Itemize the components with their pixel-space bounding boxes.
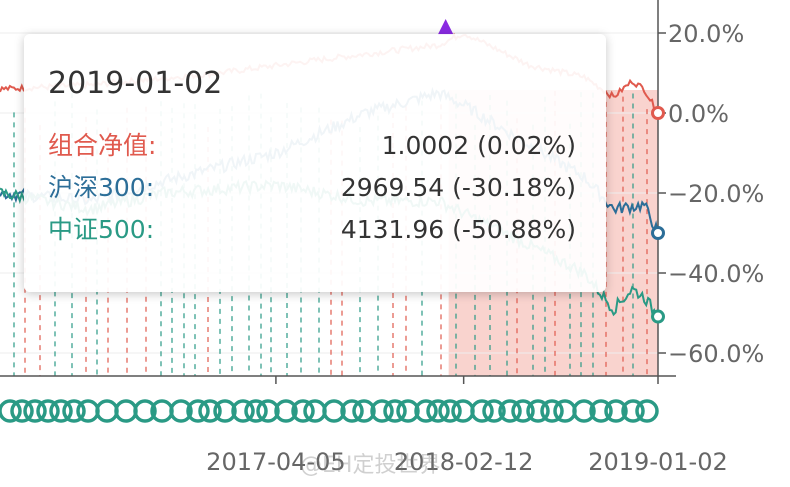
tooltip: 2019-01-02 组合净值: 1.0002 (0.02%) 沪深300: 2…	[24, 34, 606, 292]
x-tick-label: 2019-01-02	[588, 448, 727, 476]
trade-circle	[198, 399, 222, 423]
trade-circle	[414, 399, 438, 423]
trade-circle	[621, 399, 645, 423]
trade-circle	[114, 399, 138, 423]
tooltip-date: 2019-01-02	[48, 66, 223, 101]
end-point-marker-2	[651, 309, 665, 324]
trade-circle	[383, 399, 407, 423]
y-tick-label: −20.0%	[668, 180, 764, 208]
trade-circle	[274, 399, 298, 423]
trade-circle	[322, 399, 346, 423]
trade-circle	[438, 399, 462, 423]
y-tick-label: −60.0%	[668, 340, 764, 368]
x-axis-ticks: 2017-04-05 2018-02-12 2019-01-02	[206, 376, 728, 476]
trade-circle	[589, 399, 613, 423]
end-point-markers	[651, 106, 665, 324]
trade-circle	[36, 399, 60, 423]
trade-circle	[95, 399, 119, 423]
trade-circle	[604, 399, 628, 423]
trade-circles	[0, 399, 659, 423]
trade-circle	[62, 399, 86, 423]
x-tick-label: 2017-04-05	[206, 448, 345, 476]
trade-circle	[231, 399, 255, 423]
trade-circle	[470, 399, 494, 423]
trade-circle	[352, 399, 376, 423]
trade-circle	[572, 399, 596, 423]
trade-circle	[244, 399, 268, 423]
trade-circle	[23, 399, 47, 423]
tooltip-value-portfolio: 1.0002 (0.02%)	[381, 131, 576, 160]
trade-circle	[133, 399, 157, 423]
trade-circle	[482, 399, 506, 423]
end-point-marker-1	[651, 226, 665, 240]
end-point-marker-0	[651, 106, 665, 120]
trade-circle	[49, 399, 73, 423]
tooltip-value-zz500: 4131.96 (-50.88%)	[340, 215, 576, 244]
tooltip-value-hs300: 2969.54 (-30.18%)	[340, 173, 576, 202]
y-axis-ticks: 20.0% 0.0% −20.0% −40.0% −60.0%	[658, 20, 764, 368]
y-tick-label: −40.0%	[668, 260, 764, 288]
y-tick-label: 20.0%	[668, 20, 744, 48]
trade-circle	[498, 399, 522, 423]
event-flag	[437, 19, 454, 35]
trade-circle	[186, 399, 210, 423]
trade-circle	[370, 399, 394, 423]
trade-circle	[540, 399, 564, 423]
trade-circle	[396, 399, 420, 423]
tooltip-row-portfolio: 组合净值: 1.0002 (0.02%)	[48, 125, 576, 167]
trade-circle	[10, 399, 34, 423]
trade-circle	[635, 399, 659, 423]
trade-circle	[526, 399, 550, 423]
trade-circle	[213, 399, 237, 423]
trade-circle	[256, 399, 280, 423]
trade-circle	[340, 399, 364, 423]
tooltip-row-zz500: 中证500: 4131.96 (-50.88%)	[48, 209, 576, 251]
event-flag-triangle	[437, 19, 454, 35]
trade-circle	[553, 399, 577, 423]
trade-circle	[169, 399, 193, 423]
tooltip-row-hs300: 沪深300: 2969.54 (-30.18%)	[48, 167, 576, 209]
trade-circle	[291, 399, 315, 423]
trade-circle	[0, 399, 22, 423]
watermark: @EH定投世界	[300, 453, 441, 478]
trade-circle	[76, 399, 100, 423]
y-tick-label: 0.0%	[668, 100, 729, 128]
tooltip-label-hs300: 沪深300:	[48, 173, 155, 202]
x-tick-label: 2018-02-12	[394, 448, 533, 476]
tooltip-label-portfolio: 组合净值:	[48, 131, 157, 160]
trade-circle	[511, 399, 535, 423]
trade-circle	[303, 399, 327, 423]
trade-circle	[426, 399, 450, 423]
tooltip-label-zz500: 中证500:	[48, 215, 155, 244]
trade-circle	[451, 399, 475, 423]
